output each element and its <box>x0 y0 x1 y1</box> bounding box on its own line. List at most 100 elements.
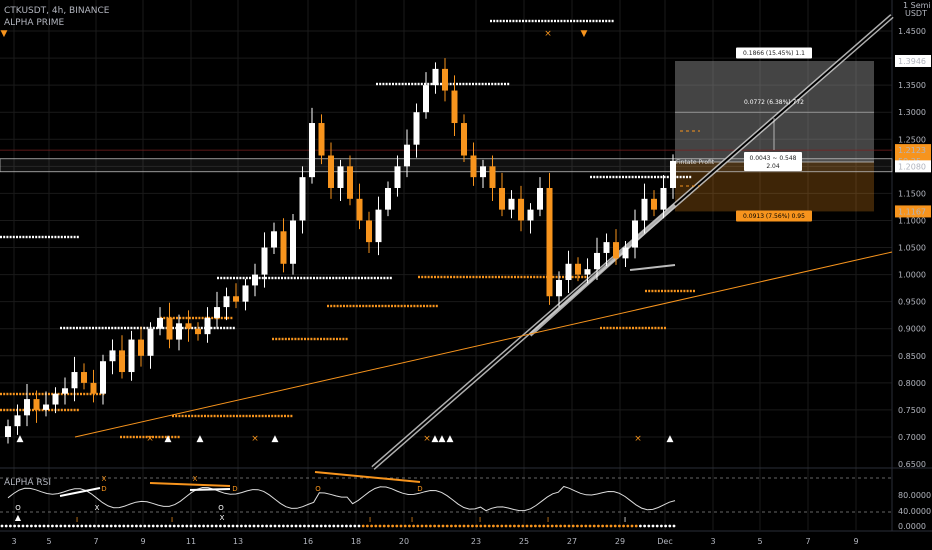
candle-body[interactable] <box>565 263 572 281</box>
candle-body[interactable] <box>5 426 11 437</box>
candle-body[interactable] <box>432 68 439 86</box>
candle-body[interactable] <box>660 187 667 210</box>
candle-body[interactable] <box>337 166 344 188</box>
candle-body[interactable] <box>546 187 553 297</box>
candle-body[interactable] <box>24 399 30 416</box>
candle-body[interactable] <box>252 274 258 286</box>
candle-body[interactable] <box>290 220 296 264</box>
price-tick: 1.1500 <box>898 189 926 198</box>
price-tick: 1.0000 <box>898 271 926 280</box>
date-tick: 5 <box>757 537 762 546</box>
candle-body[interactable] <box>109 350 116 362</box>
candle-body[interactable] <box>204 317 211 335</box>
candle-body[interactable] <box>575 263 581 275</box>
candle-body[interactable] <box>527 209 534 221</box>
candle-body[interactable] <box>195 328 201 335</box>
price-tick: 1.0500 <box>898 244 926 253</box>
candle-body[interactable] <box>670 160 676 188</box>
candle-body[interactable] <box>233 296 239 302</box>
date-tick: 20 <box>399 537 409 546</box>
candle-body[interactable] <box>347 166 353 199</box>
candle-body[interactable] <box>33 399 40 410</box>
candle-body[interactable] <box>603 242 610 253</box>
sell-signal-marker: ▼ <box>1 29 8 39</box>
candle-body[interactable] <box>128 339 135 373</box>
candle-body[interactable] <box>394 166 401 188</box>
candle-body[interactable] <box>309 123 315 178</box>
candle-body[interactable] <box>328 155 334 188</box>
symbol-legend[interactable]: CTKUSDT, 4h, BINANCE <box>4 6 110 16</box>
take-profit-zone[interactable] <box>675 60 874 163</box>
rsi-legend[interactable]: ALPHA RSI <box>4 478 52 488</box>
candle-body[interactable] <box>375 209 382 243</box>
cross-signal-marker: × <box>146 434 154 444</box>
candle-body[interactable] <box>157 317 163 329</box>
candle-body[interactable] <box>641 198 648 221</box>
candle-body[interactable] <box>442 68 448 91</box>
candle-body[interactable] <box>261 247 268 275</box>
candle-body[interactable] <box>52 393 59 405</box>
candle-body[interactable] <box>518 198 524 221</box>
stop-label: 0.0913 (7.56%) 0.95 <box>743 213 805 220</box>
candle-body[interactable] <box>100 361 106 394</box>
candle-body[interactable] <box>423 85 429 113</box>
price-tick: 1.2500 <box>898 135 926 144</box>
candle-body[interactable] <box>451 90 458 124</box>
candle-body[interactable] <box>508 198 515 210</box>
candle-body[interactable] <box>480 166 486 178</box>
candle-body[interactable] <box>214 307 220 318</box>
candle-body[interactable] <box>138 339 144 356</box>
candle-body[interactable] <box>147 328 154 356</box>
candle-body[interactable] <box>556 280 562 297</box>
candle-body[interactable] <box>176 323 182 340</box>
candle-body[interactable] <box>43 404 49 410</box>
date-tick: 7 <box>805 537 810 546</box>
rsi-line[interactable] <box>7 485 676 512</box>
date-tick: 5 <box>46 537 51 546</box>
candle-body[interactable] <box>62 388 68 394</box>
white-trendline-2[interactable] <box>528 203 677 337</box>
candle-body[interactable] <box>584 269 591 275</box>
candle-body[interactable] <box>651 198 657 210</box>
candle-body[interactable] <box>280 231 287 264</box>
price-badge[interactable] <box>895 54 931 67</box>
candle-body[interactable] <box>242 285 249 302</box>
price-badge[interactable] <box>895 144 931 157</box>
candle-body[interactable] <box>613 242 619 259</box>
candle-body[interactable] <box>271 231 277 248</box>
rsi-signal-marker: I <box>547 516 549 524</box>
resistance-band[interactable] <box>0 158 893 173</box>
candle-body[interactable] <box>366 220 372 243</box>
candle-body[interactable] <box>632 220 638 248</box>
candle-body[interactable] <box>90 382 97 394</box>
candle-body[interactable] <box>413 112 420 145</box>
candle-body[interactable] <box>499 187 505 210</box>
candle-body[interactable] <box>14 415 21 427</box>
indicator-legend[interactable]: ALPHA PRIME <box>4 18 65 28</box>
price-badge[interactable] <box>895 205 931 218</box>
candle-body[interactable] <box>594 252 600 270</box>
price-badge[interactable] <box>895 160 931 173</box>
candle-body[interactable] <box>318 123 325 156</box>
candle-body[interactable] <box>470 155 477 178</box>
candle-body[interactable] <box>166 317 173 340</box>
candle-body[interactable] <box>223 296 230 308</box>
candle-body[interactable] <box>299 177 306 221</box>
candle-body[interactable] <box>489 166 496 188</box>
candle-body[interactable] <box>404 144 410 167</box>
candle-body[interactable] <box>385 187 391 210</box>
candle-body[interactable] <box>356 198 363 221</box>
date-tick: 13 <box>233 537 243 546</box>
candle-body[interactable] <box>119 350 125 373</box>
candle-body[interactable] <box>537 187 543 210</box>
candle-body[interactable] <box>81 372 87 383</box>
candle-body[interactable] <box>461 123 467 156</box>
rsi-signal-marker: I <box>624 516 626 524</box>
orange-trendline[interactable] <box>74 251 893 438</box>
candle-body[interactable] <box>71 372 78 389</box>
candle-body[interactable] <box>185 323 192 329</box>
candle-body[interactable] <box>622 247 629 259</box>
orange-dots <box>327 304 438 308</box>
